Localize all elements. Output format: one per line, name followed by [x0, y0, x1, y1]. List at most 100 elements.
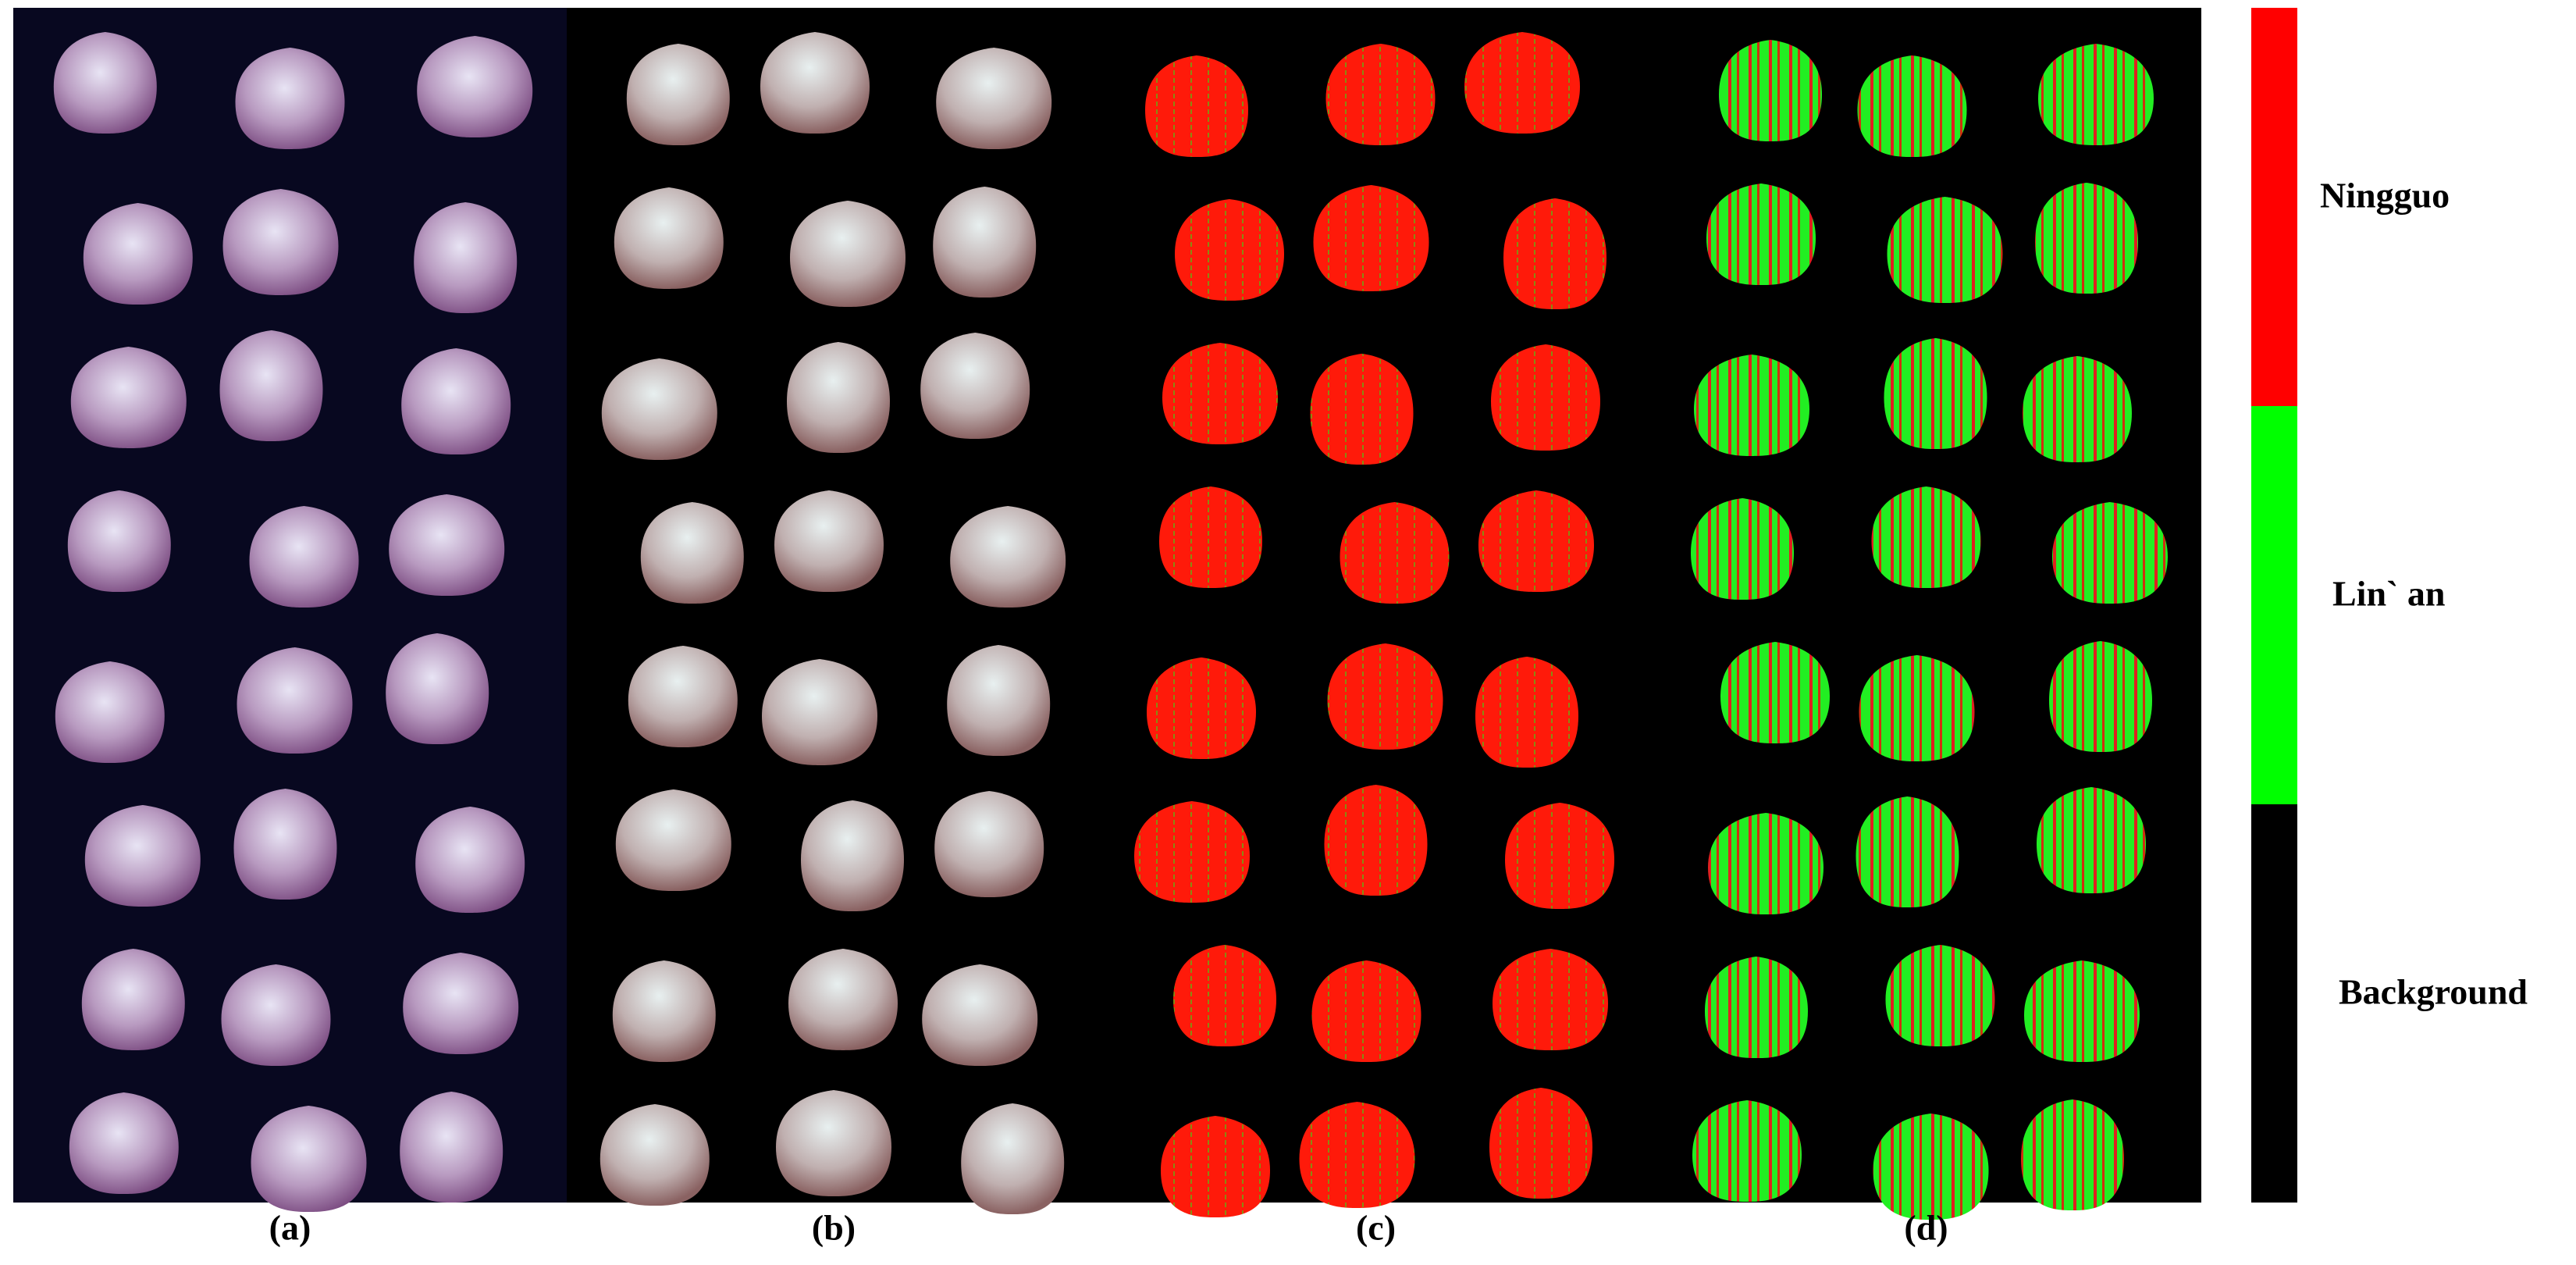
nut — [600, 1104, 710, 1206]
nut — [1313, 185, 1429, 291]
nut — [249, 506, 359, 608]
panel: (a) — [13, 8, 567, 1248]
legend-label: Ningguo — [2320, 175, 2450, 215]
nut — [1161, 1116, 1270, 1217]
nut — [1719, 40, 1822, 141]
nut — [961, 1103, 1065, 1214]
panel-label: (b) — [812, 1208, 856, 1248]
nut — [774, 490, 884, 592]
nut — [386, 633, 489, 744]
nut — [222, 189, 339, 295]
nut — [1503, 198, 1606, 309]
legend-label: Background — [2339, 971, 2528, 1011]
nut — [55, 661, 165, 763]
nut — [936, 48, 1052, 149]
nut — [1691, 498, 1794, 600]
nut — [626, 44, 730, 145]
nut — [233, 789, 337, 900]
nut — [934, 791, 1044, 897]
nut — [2037, 787, 2146, 893]
nut — [1299, 1102, 1415, 1208]
nut — [760, 32, 870, 134]
nut — [221, 964, 331, 1066]
nut — [1692, 1100, 1802, 1202]
nut — [1147, 657, 1256, 759]
panel: (d) — [1651, 8, 2201, 1248]
nut — [219, 330, 323, 441]
nut — [1310, 354, 1414, 465]
nut — [403, 953, 519, 1054]
nut — [1884, 338, 1987, 449]
nut — [1173, 945, 1276, 1046]
nut — [1489, 1088, 1592, 1199]
nut — [920, 333, 1030, 439]
nut — [1475, 657, 1578, 768]
panel-label: (a) — [269, 1208, 311, 1248]
nut — [1491, 344, 1600, 451]
nut — [400, 1092, 503, 1203]
nut — [1311, 960, 1421, 1062]
nut — [251, 1106, 367, 1212]
nut — [1175, 199, 1284, 301]
nut — [1134, 801, 1250, 903]
nut — [67, 490, 171, 592]
nut — [1887, 197, 2003, 303]
nut — [2021, 1099, 2124, 1210]
nut — [762, 659, 877, 765]
nut — [788, 949, 898, 1050]
nut — [1706, 184, 1816, 285]
legend: Ningguo Lin` an Background — [2251, 8, 2528, 1203]
nut — [414, 202, 518, 313]
legend-swatch — [2251, 406, 2297, 804]
nut — [615, 789, 731, 891]
nut — [1857, 55, 1967, 157]
legend-swatch — [2251, 8, 2297, 406]
nut — [235, 48, 345, 149]
nut — [2052, 502, 2168, 604]
nut — [1159, 486, 1262, 588]
legend-swatch — [2251, 804, 2297, 1203]
panel: (c) — [1101, 8, 1651, 1248]
nut — [787, 342, 890, 453]
nut — [81, 949, 185, 1050]
nut — [1856, 796, 1959, 907]
nut — [628, 646, 738, 747]
panel-label: (d) — [1904, 1208, 1948, 1248]
nut — [237, 647, 353, 754]
nut — [70, 347, 187, 448]
nut — [1340, 502, 1450, 604]
nut — [2049, 641, 2152, 752]
nut — [2024, 960, 2140, 1062]
nut — [1464, 32, 1580, 134]
legend-label: Lin` an — [2332, 573, 2445, 613]
nut — [1885, 945, 1995, 1046]
nut — [1493, 949, 1608, 1050]
nut — [1873, 1114, 1989, 1220]
nut — [776, 1090, 891, 1196]
nut — [2023, 356, 2132, 462]
nut — [1871, 486, 1981, 588]
nut — [933, 187, 1037, 298]
nut — [417, 36, 533, 137]
nut — [640, 502, 744, 604]
nut — [1324, 785, 1428, 896]
nut — [601, 358, 717, 460]
panel-label: (c) — [1356, 1208, 1396, 1248]
nut — [1859, 655, 1975, 761]
nut — [69, 1092, 179, 1194]
nut — [415, 807, 525, 913]
nut — [83, 203, 193, 305]
nut — [53, 32, 157, 134]
nut — [1145, 55, 1248, 157]
nut — [922, 964, 1038, 1066]
nut — [947, 645, 1051, 756]
nut — [1505, 803, 1614, 909]
nut — [389, 494, 505, 596]
nut — [1708, 813, 1823, 914]
nut — [401, 348, 511, 454]
nut — [612, 960, 716, 1062]
nut — [614, 187, 724, 289]
nut — [84, 805, 201, 907]
